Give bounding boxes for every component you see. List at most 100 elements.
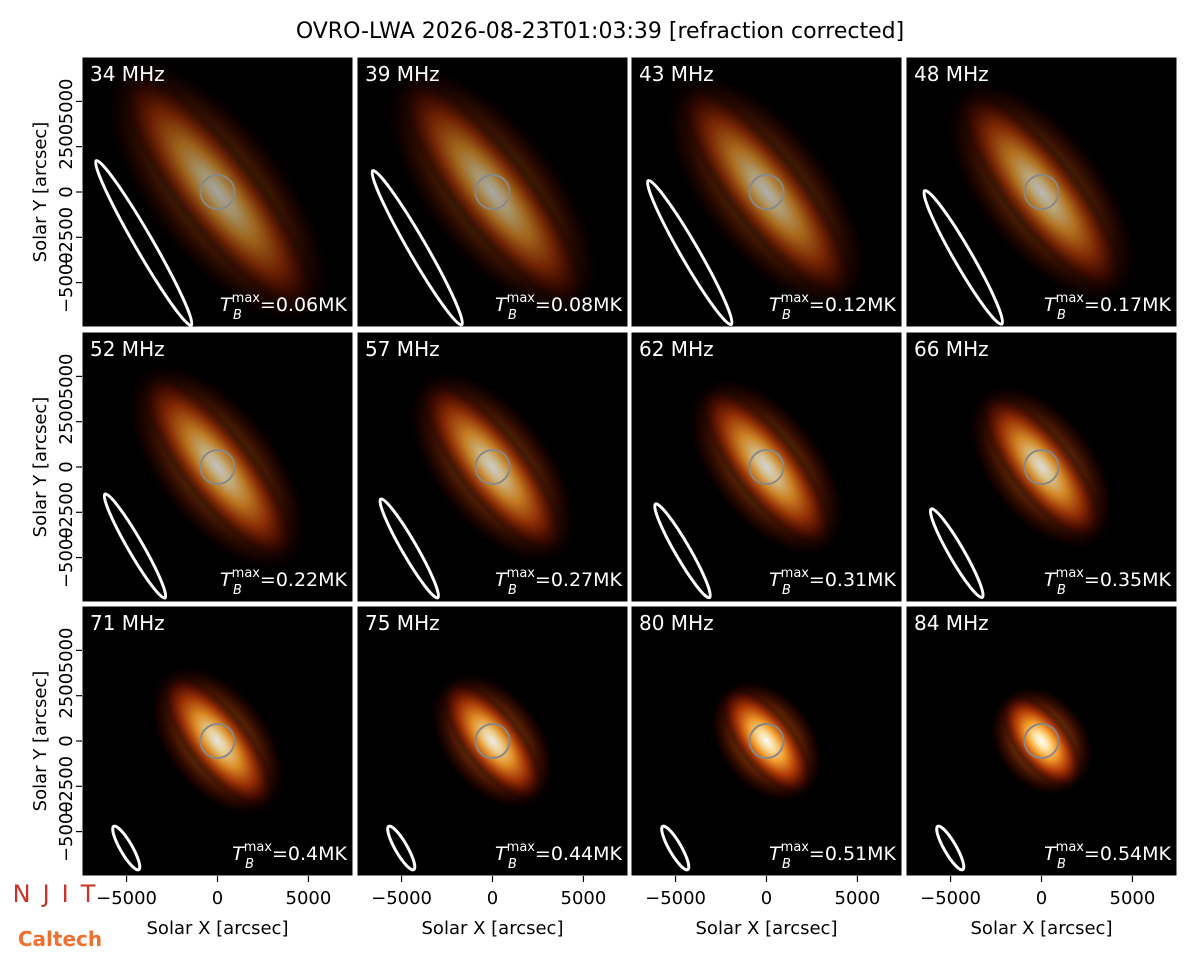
tb-sub: B <box>782 583 791 598</box>
tb-value: 0.4MK <box>288 843 348 865</box>
tb-eq: = <box>260 294 276 316</box>
tb-symbol: T <box>220 569 233 591</box>
tb-value: 0.54MK <box>1100 843 1172 865</box>
panel-frame <box>630 56 903 328</box>
emission-core <box>140 373 295 561</box>
tb-value: 0.31MK <box>825 569 897 591</box>
x-axis-label: Solar X [arcsec] <box>971 918 1113 939</box>
tb-sup: max <box>244 840 273 855</box>
panel <box>357 606 628 876</box>
panel <box>357 57 628 327</box>
x-tick-label: −5000 <box>96 888 157 909</box>
tb-sup: max <box>1056 840 1085 855</box>
panel-title: 62 MHz <box>639 337 714 361</box>
solar-disk <box>199 174 236 210</box>
tb-eq: = <box>809 569 825 591</box>
emission-core <box>959 91 1124 293</box>
emission-core <box>679 84 854 300</box>
emission-core <box>119 71 316 313</box>
beam <box>653 502 712 600</box>
beam <box>94 159 194 327</box>
x-axis-label: Solar X [arcsec] <box>696 918 838 939</box>
panel-title: 57 MHz <box>365 337 440 361</box>
tb-sub: B <box>508 857 517 872</box>
tb-eq: = <box>1084 843 1100 865</box>
x-tick-label: 0 <box>761 888 772 909</box>
panel-title: 84 MHz <box>914 611 989 635</box>
solar-disk <box>474 449 511 485</box>
panel <box>906 57 1177 327</box>
beam <box>935 824 966 872</box>
emission <box>148 663 287 819</box>
tb-value: 0.22MK <box>276 569 348 591</box>
tb-value: 0.35MK <box>1100 569 1172 591</box>
tb-eq: = <box>260 569 276 591</box>
emission-core <box>721 687 812 795</box>
tb-eq: = <box>809 294 825 316</box>
tb-sub: B <box>508 308 517 323</box>
tb-eq: = <box>535 294 551 316</box>
emission-core <box>420 380 565 554</box>
panel-frame <box>630 331 903 603</box>
beam <box>102 492 168 600</box>
emission <box>685 374 848 560</box>
x-tick-label: −5000 <box>645 888 706 909</box>
emission-core <box>399 77 586 307</box>
solar-disk <box>199 723 236 759</box>
y-tick-label: 0 <box>56 735 77 746</box>
tb-annotation: Tmax B =0.35MK <box>1044 566 1171 598</box>
panel-title: 80 MHz <box>639 611 714 635</box>
y-tick-label: 0 <box>56 186 77 197</box>
tb-sup: max <box>507 291 536 306</box>
tb-sup: max <box>781 566 810 581</box>
tb-eq: = <box>809 843 825 865</box>
tb-symbol: T <box>769 294 782 316</box>
tb-sub: B <box>1057 308 1066 323</box>
panel-title: 43 MHz <box>639 62 714 86</box>
beam <box>111 824 142 872</box>
tb-annotation: Tmax B =0.51MK <box>769 840 896 872</box>
y-tick-label: 5000 <box>56 353 77 399</box>
panel-title: 39 MHz <box>365 62 440 86</box>
emission <box>428 670 557 812</box>
x-tick-label: 5000 <box>835 888 881 909</box>
solar-disk <box>748 449 785 485</box>
panel-frame <box>356 331 629 603</box>
tb-value: 0.17MK <box>1100 294 1172 316</box>
emission-core <box>441 681 544 801</box>
y-tick-label: 5000 <box>56 78 77 124</box>
tb-sub: B <box>245 857 254 872</box>
panel-title: 34 MHz <box>90 62 165 86</box>
emission <box>124 359 311 575</box>
x-tick-label: 0 <box>1036 888 1047 909</box>
tb-symbol: T <box>1044 294 1057 316</box>
tb-sub: B <box>782 308 791 323</box>
y-tick-label: 2500 <box>56 399 77 445</box>
emission-core <box>161 674 274 808</box>
panel <box>357 332 628 602</box>
y-tick-label: 2500 <box>56 124 77 170</box>
tb-sup: max <box>232 566 261 581</box>
emission <box>943 77 1140 307</box>
emission <box>405 367 580 567</box>
panel-title: 66 MHz <box>914 337 989 361</box>
emission <box>101 57 334 327</box>
beam <box>370 169 464 327</box>
y-axis-label: Solar Y [arcsec] <box>30 671 51 812</box>
panel-frame <box>905 331 1178 603</box>
emission <box>988 685 1095 797</box>
x-tick-label: 0 <box>212 888 223 909</box>
x-tick-label: 0 <box>487 888 498 909</box>
beam <box>646 179 734 327</box>
tb-sub: B <box>782 857 791 872</box>
solar-disk <box>1023 723 1060 759</box>
y-tick-label: −5000 <box>56 801 77 862</box>
solar-disk <box>1023 174 1060 210</box>
tb-value: 0.51MK <box>825 843 897 865</box>
tb-annotation: Tmax B =0.08MK <box>495 291 622 323</box>
tb-symbol: T <box>495 843 508 865</box>
logo-caltech: Caltech <box>18 927 102 951</box>
emission-core <box>700 386 833 548</box>
tb-sub: B <box>233 583 242 598</box>
tb-sub: B <box>1057 857 1066 872</box>
